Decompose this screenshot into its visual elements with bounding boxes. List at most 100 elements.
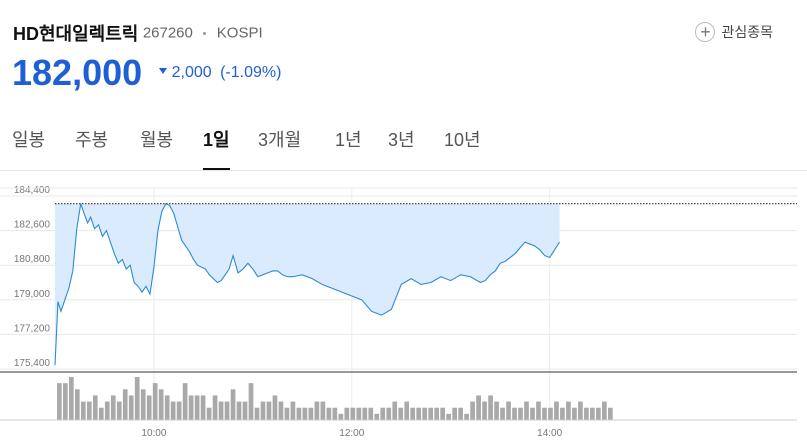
volume-bar [350,407,356,420]
volume-bar [200,395,206,420]
stock-name: HD현대일렉트릭 [13,24,139,44]
current-price: 182,000 [12,52,143,93]
volume-bar [320,401,326,420]
volume-bar [212,395,218,420]
tab-3months[interactable]: 3개월 [258,130,302,150]
volume-bar [266,401,272,420]
volume-bar [554,401,559,420]
volume-bar [170,401,176,420]
volume-bar [296,407,302,420]
volume-bar [338,413,344,420]
volume-bar [284,407,290,420]
volume-bar [344,407,350,420]
volume-bar [500,407,505,420]
volume-bar [476,395,481,420]
volume-bar [62,383,68,420]
volume-bar [140,389,146,420]
volume-bar [57,383,62,420]
tab-monthly[interactable]: 월봉 [140,130,174,150]
volume-bar [602,401,607,420]
price-row: 182,000 2,000 (-1.09%) [12,52,281,100]
volume-bar [332,407,338,420]
volume-bar [152,383,158,420]
price-area [55,203,560,366]
y-tick-label: 180,800 [14,254,51,265]
volume-bar [290,401,296,420]
volume-bar [218,401,224,420]
volume-bar [230,389,236,420]
volume-bar [122,389,128,420]
x-tick-label: 14:00 [537,428,562,439]
volume-bar [530,407,535,420]
tab-daily[interactable]: 일봉 [12,130,46,150]
separator-dot [203,31,207,35]
volume-bar [368,407,374,420]
volume-bar [542,407,547,420]
x-tick-label: 12:00 [339,428,364,439]
watchlist-label: 관심종목 [721,24,773,40]
volume-bar [464,413,469,420]
volume-bar [146,395,152,420]
volume-bar [524,401,529,420]
volume-bar [374,413,380,420]
x-tick-label: 10:00 [141,428,166,439]
stock-header: HD현대일렉트릭 267260 KOSPI [13,20,263,50]
volume-bar [278,401,284,420]
tab-3years[interactable]: 3년 [388,130,415,150]
volume-bar [308,407,314,420]
volume-bar [74,389,80,420]
volume-bar [248,383,254,420]
stock-code: 267260 [142,24,193,42]
volume-bar [590,407,595,420]
price-line [54,202,561,366]
volume-bar [86,401,92,420]
volume-bar [326,407,332,420]
market-name: KOSPI [216,24,263,42]
volume-bar [134,377,140,420]
price-change: 2,000 (-1.09%) [158,64,282,82]
change-amount: 2,000 [171,64,212,81]
volume-bar [608,407,613,420]
volume-bar [254,407,260,420]
tab-10years[interactable]: 10년 [444,130,481,150]
y-tick-label: 184,400 [14,185,51,196]
volume-bar [206,407,212,420]
volume-bar [566,401,571,420]
volume-bar [380,407,386,420]
volume-bar [104,401,110,420]
y-tick-label: 175,400 [14,358,51,369]
volume-bar [596,407,601,420]
volume-bar [470,401,475,420]
plus-icon: + [695,22,716,42]
tabs-divider [0,170,807,171]
volume-bar [224,401,230,420]
change-percent: (-1.09%) [220,64,282,81]
volume-bar [386,407,392,420]
volume-bar [536,401,541,420]
volume-bar [446,413,451,420]
volume-bar [506,401,511,420]
volume-bar [434,407,440,420]
volume-bar [584,407,589,420]
tab-1day[interactable]: 1일 [203,126,230,170]
volume-bar [92,395,98,420]
volume-bar [188,395,194,420]
tab-1year[interactable]: 1년 [335,130,362,150]
volume-bar [272,395,278,420]
volume-bar [116,401,122,420]
volume-bar [482,401,487,420]
volume-bar [110,395,116,420]
volume-bar [356,407,362,420]
volume-bar [488,395,493,420]
intraday-chart: 184,400 182,600 180,800 179,000 177,200 175,4… [0,185,797,439]
volume-bar [80,401,86,420]
tab-weekly[interactable]: 주봉 [75,130,109,150]
volume-bar [458,407,463,420]
volume-bar [518,407,523,420]
volume-bar [452,407,457,420]
volume-bar [572,407,577,420]
period-tabs: 일봉 주봉 월봉 1일 3개월 1년 3년 10년 [0,118,807,172]
add-watchlist-button[interactable]: + 관심종목 [695,22,773,42]
y-tick-label: 177,200 [14,323,51,334]
volume-bar [302,407,308,420]
